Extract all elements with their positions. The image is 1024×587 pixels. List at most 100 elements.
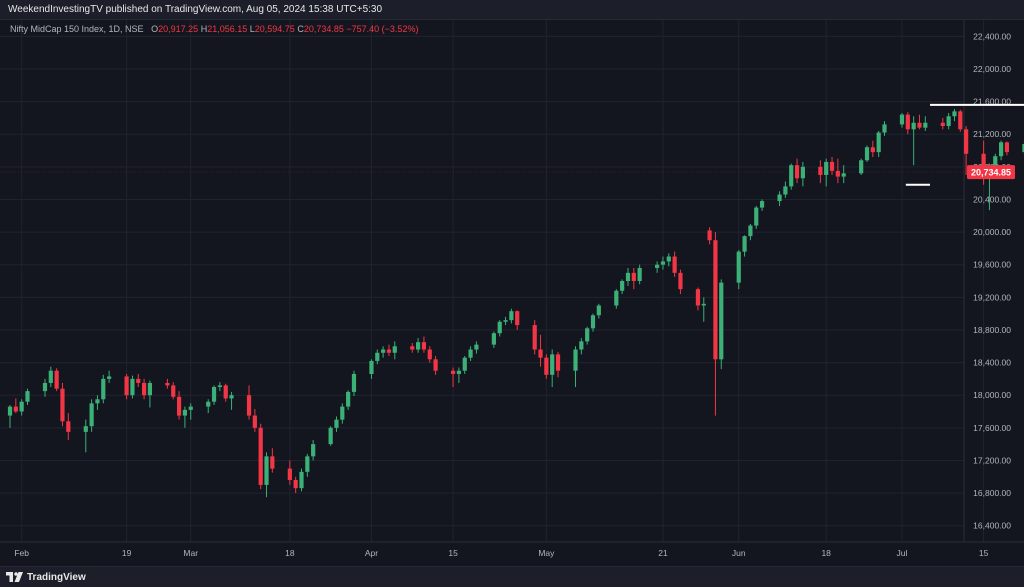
x-tick-label: 19	[122, 548, 132, 558]
candle-body	[165, 382, 170, 386]
candle-body	[678, 272, 683, 290]
candle-body	[958, 111, 963, 130]
x-tick-label: 15	[448, 548, 458, 558]
candle-body	[515, 311, 520, 326]
candle-body	[783, 186, 788, 195]
x-tick-label: Mar	[183, 548, 198, 558]
candle-body	[141, 382, 147, 396]
candle-body	[585, 328, 590, 342]
last-price-tag	[967, 165, 1015, 180]
candle-body	[905, 114, 910, 130]
x-tick-label: 18	[821, 548, 831, 558]
candle-body	[544, 357, 549, 375]
candle-body	[882, 124, 887, 133]
candle-body	[334, 419, 339, 428]
candle-body	[754, 207, 759, 226]
tradingview-logo-icon	[6, 572, 23, 582]
candle-body	[450, 370, 456, 374]
candle-body	[124, 376, 129, 396]
candle-body	[386, 349, 392, 353]
candle-body	[176, 396, 182, 416]
y-tick-label: 21,600.00	[973, 97, 1011, 107]
change-value: −757.40 (−3.52%)	[346, 24, 419, 34]
last-price-label: 20,734.85	[971, 167, 1011, 177]
candle-body	[573, 349, 578, 371]
candle-body	[83, 426, 88, 432]
y-tick-label: 17,200.00	[973, 455, 1011, 465]
high-value: 21,056.15	[207, 24, 248, 34]
candle-body	[54, 370, 59, 389]
candle-body	[95, 399, 100, 404]
candle-body	[7, 406, 13, 416]
candle-body	[462, 357, 467, 371]
open-label: O	[151, 24, 159, 34]
candle-body	[672, 256, 677, 273]
candle-body	[392, 346, 397, 353]
candle-body	[829, 161, 835, 171]
y-tick-label: 21,200.00	[973, 129, 1011, 139]
candle-body	[1022, 143, 1024, 153]
candle-body	[666, 256, 671, 262]
candle-body	[794, 165, 800, 179]
candle-body	[777, 194, 782, 202]
footer-bar: TradingView	[0, 566, 1024, 587]
close-value: 20,734.85	[303, 24, 344, 34]
candle-body	[917, 122, 922, 128]
candle-body	[695, 289, 701, 306]
candle-body	[789, 165, 794, 187]
candle-body	[369, 360, 374, 374]
candle-body	[287, 468, 292, 481]
y-tick-label: 20,400.00	[973, 194, 1011, 204]
candle-body	[590, 315, 596, 329]
candle-body	[824, 161, 829, 175]
candle-body	[48, 370, 53, 383]
candle-body	[707, 230, 712, 241]
price-chart[interactable]: 16,400.00 16,800.00 17,200.00 17,600.00 18,0…	[0, 20, 1024, 566]
candle-body	[538, 349, 543, 358]
high-label: H	[200, 24, 208, 34]
candle-body	[60, 388, 65, 422]
y-tick-label: 16,800.00	[973, 488, 1011, 498]
candle-body	[614, 290, 619, 306]
candle-body	[864, 147, 870, 161]
candle-body	[346, 391, 351, 407]
candle-body	[375, 352, 380, 361]
candle-body	[270, 456, 275, 469]
candle-body	[188, 406, 193, 410]
candle-body	[456, 370, 462, 374]
candle-body	[136, 378, 141, 383]
candle-body	[299, 471, 304, 489]
candle-body	[293, 480, 298, 489]
tradingview-logo[interactable]: TradingView	[6, 571, 86, 583]
tradingview-brand: TradingView	[27, 571, 86, 583]
candle-body	[211, 387, 217, 402]
x-tick-label: Jun	[732, 548, 746, 558]
candle-body	[946, 116, 951, 127]
y-tick-label: 16,400.00	[973, 521, 1011, 531]
y-tick-label: 19,200.00	[973, 292, 1011, 302]
candle-body	[911, 122, 916, 130]
y-tick-label: 19,600.00	[973, 260, 1011, 270]
open-value: 20,917.25	[158, 24, 199, 34]
candle-body	[381, 349, 386, 353]
candle-body	[818, 166, 823, 175]
candle-body	[620, 281, 625, 291]
x-tick-label: Feb	[14, 548, 29, 558]
candle-body	[433, 359, 438, 371]
candle-body	[217, 385, 222, 388]
x-tick-label: 18	[285, 548, 295, 558]
candle-body	[13, 406, 18, 412]
symbol-legend: Nifty MidCap 150 Index, 1D, NSE O20,917.…	[10, 24, 418, 34]
candle-body	[101, 378, 106, 400]
candle-body	[759, 201, 765, 208]
candle-body	[899, 114, 905, 125]
candle-body	[340, 406, 345, 420]
candle-body	[952, 111, 957, 117]
candle-body	[701, 303, 706, 306]
candle-body	[631, 272, 636, 281]
candle-body	[421, 342, 427, 350]
publish-info: WeekendInvestingTV published on TradingV…	[8, 4, 383, 15]
candle-body	[305, 456, 310, 472]
x-tick-label: Apr	[365, 548, 378, 558]
candle-body	[246, 395, 252, 416]
